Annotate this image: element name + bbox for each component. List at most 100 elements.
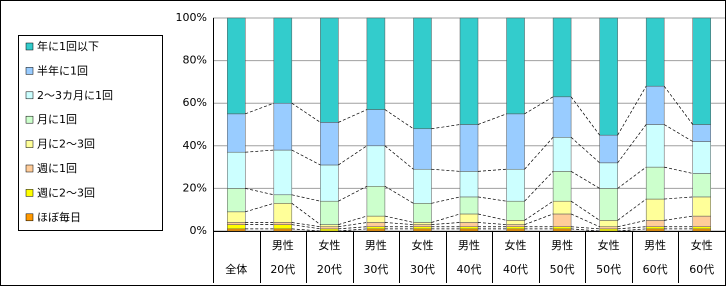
connector-line	[664, 124, 693, 142]
bar-segment	[552, 137, 572, 172]
x-group-label: 男性	[551, 238, 573, 252]
bar-segment	[320, 17, 339, 123]
bar-segment	[227, 151, 246, 189]
y-tick-label: 40%	[183, 139, 207, 152]
x-tick-label: 50代	[596, 263, 621, 276]
bar-segment	[552, 200, 572, 215]
x-group-label: 男性	[272, 238, 294, 252]
bar-segment	[645, 226, 665, 230]
bar-segment	[227, 224, 246, 230]
bar-segment	[273, 102, 293, 151]
x-group-label: 女性	[318, 238, 340, 252]
x-tick-label: 50代	[550, 263, 575, 276]
bar-segment	[692, 215, 711, 227]
bar-segment	[413, 222, 432, 225]
legend-swatch	[25, 213, 34, 222]
bar-segment	[552, 17, 572, 98]
bar-segment	[506, 113, 525, 170]
y-tick-label: 60%	[183, 96, 207, 109]
connector-line	[570, 96, 600, 136]
x-tick-label: 40代	[457, 263, 482, 276]
connector-line	[570, 137, 600, 164]
bar-segment	[599, 188, 618, 221]
x-tick-label: 全体	[225, 262, 247, 276]
y-tick-label: 80%	[183, 54, 207, 67]
x-group-label: 女性	[505, 238, 527, 252]
connector-line	[245, 102, 274, 115]
x-tick-label: 20代	[317, 263, 342, 276]
legend-swatch	[25, 42, 34, 51]
bar-segment	[273, 17, 293, 104]
bar-segment	[320, 226, 339, 230]
bar-segment	[459, 222, 479, 227]
bar-segment	[459, 124, 479, 172]
legend-swatch	[25, 115, 34, 124]
bar-segment	[366, 17, 386, 110]
x-group-label: 女性	[411, 238, 433, 252]
connector-line	[617, 124, 647, 164]
connector-line	[384, 185, 414, 204]
bar-segment	[599, 228, 618, 232]
bar-segment	[413, 168, 432, 204]
bar-segment	[413, 128, 432, 170]
bar-segment	[599, 134, 618, 164]
legend-box	[18, 35, 163, 231]
bar-segment	[459, 228, 479, 232]
legend-label: 週に1回	[37, 162, 77, 175]
x-group-label: 男性	[458, 238, 480, 252]
bar-segment	[692, 17, 711, 125]
y-tick-label: 0%	[190, 224, 207, 237]
bar-segment	[692, 196, 711, 217]
connector-line	[570, 200, 600, 221]
bar-segment	[459, 213, 479, 223]
bar-segment	[552, 228, 572, 232]
connector-line	[338, 109, 368, 123]
bar-segment	[227, 17, 246, 115]
bar-segment	[413, 17, 432, 130]
bar-segment	[320, 122, 339, 166]
bar-segment	[599, 17, 618, 136]
bar-segment	[552, 226, 572, 230]
bar-segment	[413, 224, 432, 227]
connector-line	[477, 113, 507, 125]
bar-segment	[227, 188, 246, 213]
bar-segment	[413, 226, 432, 230]
connector-line	[524, 171, 554, 202]
legend-label: ほぼ毎日	[37, 211, 81, 224]
bar-segment	[273, 224, 293, 230]
bar-segment	[692, 173, 711, 198]
bar-segment	[320, 228, 339, 232]
x-group-label: 女性	[598, 238, 620, 252]
connector-line	[291, 203, 321, 225]
bar-segment	[645, 198, 665, 221]
connector-line	[338, 185, 368, 202]
bar-segment	[459, 226, 479, 230]
connector-line	[570, 171, 600, 189]
bar-segment	[366, 109, 386, 147]
bar-segment	[366, 228, 386, 232]
bar-segment	[506, 200, 525, 221]
legend-label: 2～3カ月に1回	[37, 89, 113, 102]
bar-segment	[366, 222, 386, 227]
x-tick-label: 30代	[363, 263, 388, 276]
connector-line	[524, 96, 554, 115]
bar-segment	[366, 215, 386, 223]
bar-segment	[227, 211, 246, 223]
legend-swatch	[25, 189, 34, 197]
bar-segment	[273, 194, 293, 204]
bar-segment	[692, 228, 711, 232]
legend-swatch	[25, 67, 34, 75]
bar-segment	[506, 226, 525, 230]
legend-label: 年に1回以下	[37, 39, 99, 53]
connector-line	[291, 102, 321, 123]
connector-line	[291, 149, 321, 166]
connector-line	[384, 109, 414, 130]
legend-label: 月に2～3回	[37, 138, 95, 151]
connector-line	[384, 145, 414, 170]
bar-segment	[599, 226, 618, 230]
connector-line	[617, 198, 647, 221]
legend-swatch	[25, 164, 34, 173]
bar-segment	[552, 213, 572, 227]
x-tick-label: 20代	[270, 263, 295, 276]
